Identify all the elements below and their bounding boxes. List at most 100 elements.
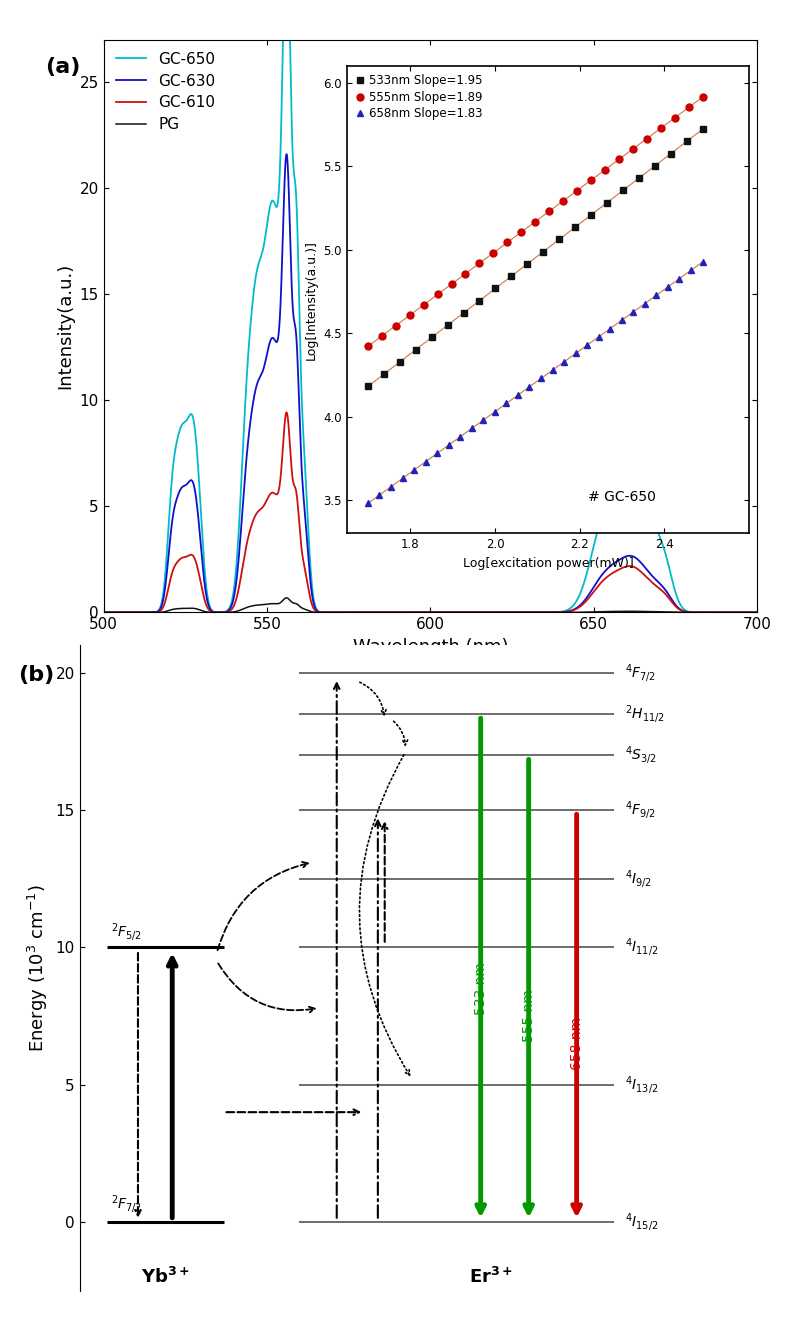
- 658nm Slope=1.83: [410, 462, 419, 478]
- 555nm Slope=1.89: [489, 245, 498, 261]
- Text: 658 nm: 658 nm: [570, 1017, 583, 1071]
- Line: 533nm Slope=1.95: 533nm Slope=1.95: [365, 126, 705, 390]
- GC-650: [740, 605, 749, 620]
- 533nm Slope=1.95: [682, 133, 692, 149]
- PG: [99, 605, 108, 620]
- GC-650: [350, 605, 359, 620]
- PG: [386, 605, 395, 620]
- 658nm Slope=1.83: [455, 429, 465, 445]
- 555nm Slope=1.89: [419, 296, 429, 312]
- GC-630: [281, 146, 291, 162]
- X-axis label: Log[excitation power(mW)]: Log[excitation power(mW)]: [462, 557, 634, 570]
- 658nm Slope=1.83: [375, 487, 384, 503]
- 658nm Slope=1.83: [536, 370, 546, 386]
- 555nm Slope=1.89: [656, 120, 665, 136]
- GC-630: [752, 605, 762, 620]
- 555nm Slope=1.89: [447, 277, 457, 292]
- Y-axis label: Energy (10$^3$ cm$^{-1}$): Energy (10$^3$ cm$^{-1}$): [26, 884, 50, 1052]
- GC-650: [378, 605, 387, 620]
- 555nm Slope=1.89: [572, 183, 582, 199]
- 533nm Slope=1.95: [491, 281, 501, 296]
- Text: $^2H_{11/2}$: $^2H_{11/2}$: [625, 703, 664, 724]
- 555nm Slope=1.89: [544, 203, 554, 219]
- GC-630: [212, 605, 222, 620]
- 555nm Slope=1.89: [684, 100, 693, 116]
- 555nm Slope=1.89: [614, 151, 624, 167]
- 555nm Slope=1.89: [503, 234, 512, 250]
- 658nm Slope=1.83: [421, 454, 430, 470]
- 658nm Slope=1.83: [606, 320, 615, 336]
- 555nm Slope=1.89: [405, 307, 414, 323]
- 555nm Slope=1.89: [377, 328, 387, 344]
- 533nm Slope=1.95: [666, 146, 676, 162]
- 533nm Slope=1.95: [523, 255, 532, 271]
- 658nm Slope=1.83: [444, 437, 453, 453]
- 555nm Slope=1.89: [600, 162, 610, 178]
- 658nm Slope=1.83: [571, 345, 580, 361]
- 533nm Slope=1.95: [634, 170, 644, 186]
- 658nm Slope=1.83: [478, 412, 488, 428]
- 533nm Slope=1.95: [698, 121, 708, 137]
- Text: $\mathbf{Er^{3+}}$: $\mathbf{Er^{3+}}$: [469, 1267, 512, 1287]
- 533nm Slope=1.95: [587, 207, 596, 223]
- Line: 658nm Slope=1.83: 658nm Slope=1.83: [365, 259, 705, 507]
- GC-610: [281, 404, 291, 420]
- Text: # GC-650: # GC-650: [588, 490, 656, 503]
- 555nm Slope=1.89: [670, 109, 680, 125]
- GC-610: [378, 605, 387, 620]
- 555nm Slope=1.89: [559, 194, 568, 209]
- 658nm Slope=1.83: [663, 279, 673, 295]
- Y-axis label: Intensity(a.u.): Intensity(a.u.): [56, 263, 74, 389]
- 555nm Slope=1.89: [391, 317, 401, 333]
- 555nm Slope=1.89: [363, 338, 373, 354]
- Y-axis label: Log[Intensity(a.u.)]: Log[Intensity(a.u.)]: [304, 240, 318, 360]
- Text: $^4I_{11/2}$: $^4I_{11/2}$: [625, 936, 658, 959]
- PG: [281, 590, 291, 606]
- Text: $^4F_{9/2}$: $^4F_{9/2}$: [625, 799, 656, 820]
- 658nm Slope=1.83: [652, 287, 662, 303]
- 533nm Slope=1.95: [618, 183, 628, 199]
- 658nm Slope=1.83: [686, 262, 696, 278]
- 658nm Slope=1.83: [387, 479, 396, 495]
- GC-650: [174, 428, 183, 444]
- GC-610: [385, 605, 395, 620]
- Text: $^4I_{15/2}$: $^4I_{15/2}$: [625, 1212, 658, 1233]
- 533nm Slope=1.95: [443, 317, 453, 333]
- 658nm Slope=1.83: [524, 379, 534, 395]
- GC-650: [385, 605, 395, 620]
- 658nm Slope=1.83: [363, 495, 373, 511]
- 555nm Slope=1.89: [587, 173, 596, 188]
- GC-630: [386, 605, 395, 620]
- X-axis label: Wavelength (nm): Wavelength (nm): [352, 637, 508, 656]
- Text: 533 nm: 533 nm: [473, 963, 488, 1015]
- PG: [212, 605, 222, 620]
- 533nm Slope=1.95: [363, 378, 373, 394]
- Text: $^2F_{5/2}$: $^2F_{5/2}$: [111, 922, 142, 943]
- Text: $^4F_{7/2}$: $^4F_{7/2}$: [625, 662, 656, 684]
- 533nm Slope=1.95: [427, 329, 437, 345]
- 658nm Slope=1.83: [698, 254, 708, 270]
- Line: GC-650: GC-650: [104, 0, 757, 612]
- 533nm Slope=1.95: [571, 220, 580, 236]
- 658nm Slope=1.83: [513, 387, 523, 403]
- 555nm Slope=1.89: [628, 141, 638, 157]
- Line: 555nm Slope=1.89: 555nm Slope=1.89: [364, 94, 706, 350]
- Line: GC-630: GC-630: [104, 154, 757, 612]
- 658nm Slope=1.83: [490, 404, 500, 420]
- PG: [752, 605, 762, 620]
- GC-610: [99, 605, 108, 620]
- Text: (b): (b): [18, 665, 54, 685]
- PG: [378, 605, 387, 620]
- GC-630: [174, 487, 183, 503]
- 658nm Slope=1.83: [467, 420, 477, 436]
- 533nm Slope=1.95: [555, 232, 564, 248]
- Line: GC-610: GC-610: [104, 412, 757, 612]
- PG: [174, 601, 183, 616]
- Text: $^4I_{9/2}$: $^4I_{9/2}$: [625, 868, 652, 889]
- Text: $^2F_{7/2}$: $^2F_{7/2}$: [111, 1193, 142, 1216]
- 555nm Slope=1.89: [531, 213, 540, 229]
- GC-650: [212, 605, 222, 620]
- GC-650: [752, 605, 762, 620]
- Text: $\mathbf{Yb^{3+}}$: $\mathbf{Yb^{3+}}$: [141, 1267, 190, 1287]
- 533nm Slope=1.95: [379, 366, 389, 382]
